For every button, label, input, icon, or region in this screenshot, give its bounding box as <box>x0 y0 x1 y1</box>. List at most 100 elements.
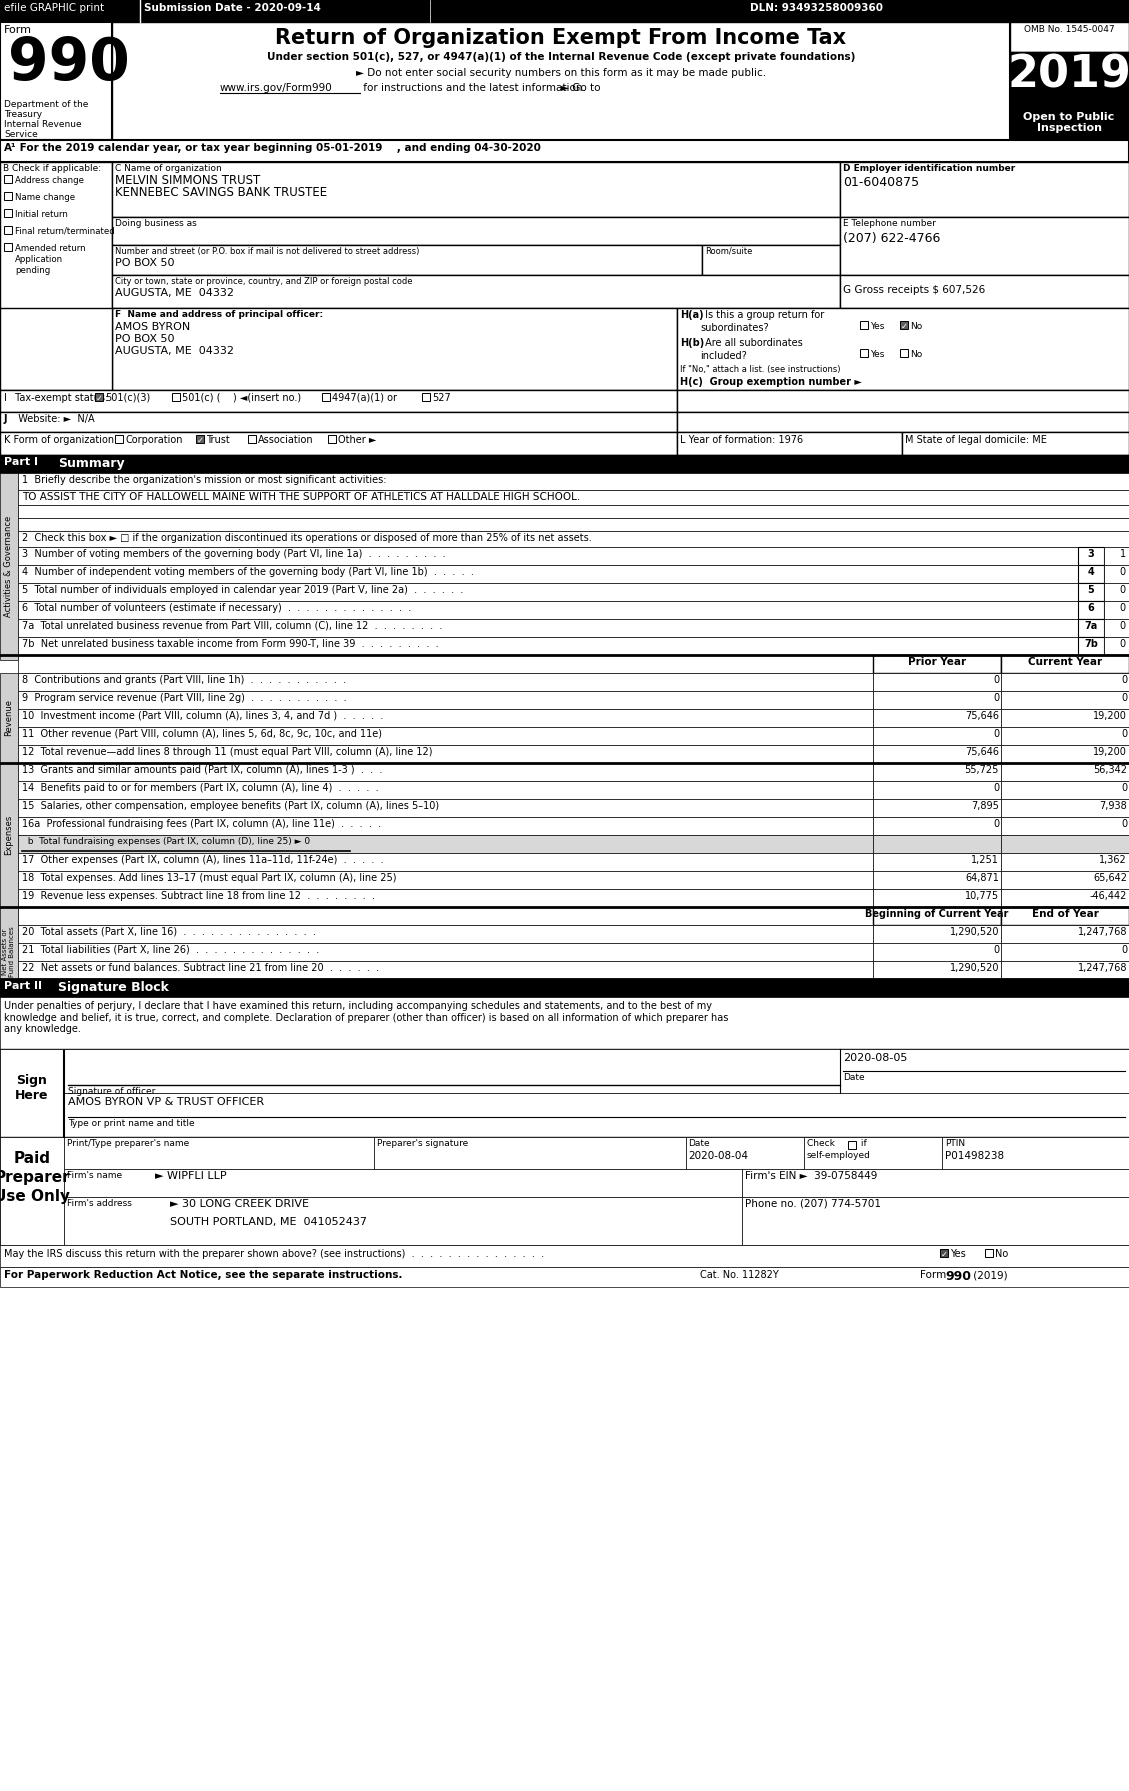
Bar <box>1001 835 1129 853</box>
Text: K Form of organization:: K Form of organization: <box>5 435 117 444</box>
Bar <box>1104 620 1129 638</box>
Bar <box>873 853 1001 870</box>
Text: Date: Date <box>688 1139 710 1148</box>
Text: 990: 990 <box>945 1270 971 1282</box>
Text: Part I: Part I <box>5 457 38 467</box>
Bar <box>18 853 873 870</box>
Text: 1,290,520: 1,290,520 <box>949 928 999 937</box>
Bar <box>0 1050 64 1137</box>
Text: Firm's EIN ►  39-0758449: Firm's EIN ► 39-0758449 <box>745 1171 877 1180</box>
Text: Website: ►  N/A: Website: ► N/A <box>12 414 95 424</box>
Text: 55,725: 55,725 <box>964 765 999 776</box>
Text: Yes: Yes <box>870 322 884 331</box>
Text: 3: 3 <box>1087 550 1094 559</box>
Text: 1  Briefly describe the organization's mission or most significant activities:: 1 Briefly describe the organization's mi… <box>21 475 386 485</box>
Text: Yes: Yes <box>870 349 884 358</box>
Text: No: No <box>995 1248 1008 1259</box>
Text: Activities & Governance: Activities & Governance <box>5 516 14 616</box>
Text: H(a): H(a) <box>680 310 703 321</box>
Text: ✓: ✓ <box>901 322 908 331</box>
Bar <box>0 308 112 390</box>
Text: 18  Total expenses. Add lines 13–17 (must equal Part IX, column (A), line 25): 18 Total expenses. Add lines 13–17 (must… <box>21 872 396 883</box>
Text: 0: 0 <box>1120 621 1126 630</box>
Text: Internal Revenue: Internal Revenue <box>5 120 81 129</box>
Bar <box>18 518 1129 530</box>
Text: Sign
Here: Sign Here <box>16 1075 49 1101</box>
Text: Is this a group return for: Is this a group return for <box>702 310 824 321</box>
Bar <box>18 906 873 924</box>
Text: subordinates?: subordinates? <box>700 322 769 333</box>
Text: Form: Form <box>920 1270 949 1281</box>
Bar <box>5 226 12 235</box>
Text: pending: pending <box>15 267 51 276</box>
Text: AMOS BYRON VP & TRUST OFFICER: AMOS BYRON VP & TRUST OFFICER <box>68 1098 264 1107</box>
Text: A¹: A¹ <box>5 143 17 152</box>
Bar <box>18 691 873 709</box>
Bar <box>422 392 430 401</box>
Text: 7a: 7a <box>1084 621 1097 630</box>
Text: Firm's address: Firm's address <box>67 1198 132 1207</box>
Text: 1,247,768: 1,247,768 <box>1077 964 1127 973</box>
Text: included?: included? <box>700 351 746 362</box>
Text: 7b  Net unrelated business taxable income from Form 990-T, line 39  .  .  .  .  : 7b Net unrelated business taxable income… <box>21 639 439 648</box>
Bar <box>1001 906 1129 924</box>
Bar <box>940 1248 948 1257</box>
Bar <box>329 435 336 442</box>
Text: 64,871: 64,871 <box>965 872 999 883</box>
Text: 990: 990 <box>8 36 130 91</box>
Bar <box>873 673 1001 691</box>
Bar <box>0 1050 1129 1137</box>
Text: TO ASSIST THE CITY OF HALLOWELL MAINE WITH THE SUPPORT OF ATHLETICS AT HALLDALE : TO ASSIST THE CITY OF HALLOWELL MAINE WI… <box>21 493 580 501</box>
Text: Return of Organization Exempt From Income Tax: Return of Organization Exempt From Incom… <box>275 29 847 48</box>
Text: Open to Public: Open to Public <box>1023 113 1114 122</box>
Text: 0: 0 <box>1121 693 1127 704</box>
Bar <box>5 244 12 251</box>
Text: 2  Check this box ► □ if the organization discontinued its operations or dispose: 2 Check this box ► □ if the organization… <box>21 534 592 543</box>
Text: 19,200: 19,200 <box>1093 747 1127 758</box>
Bar <box>873 888 1001 906</box>
Text: B Check if applicable:: B Check if applicable: <box>3 165 102 174</box>
Text: 0: 0 <box>992 693 999 704</box>
Bar <box>0 980 1129 998</box>
Text: 0: 0 <box>1121 946 1127 955</box>
Text: 1: 1 <box>1120 550 1126 559</box>
Text: 11  Other revenue (Part VIII, column (A), lines 5, 6d, 8c, 9c, 10c, and 11e): 11 Other revenue (Part VIII, column (A),… <box>21 729 382 740</box>
Text: 8  Contributions and grants (Part VIII, line 1h)  .  .  .  .  .  .  .  .  .  .  : 8 Contributions and grants (Part VIII, l… <box>21 675 347 684</box>
Bar <box>95 392 103 401</box>
Text: Check: Check <box>807 1139 838 1148</box>
Text: Form: Form <box>5 25 32 36</box>
Text: (2019): (2019) <box>970 1270 1007 1281</box>
Text: Corporation: Corporation <box>125 435 183 444</box>
Text: 5  Total number of individuals employed in calendar year 2019 (Part V, line 2a) : 5 Total number of individuals employed i… <box>21 586 463 595</box>
Text: (207) 622-4766: (207) 622-4766 <box>843 233 940 245</box>
Text: 13  Grants and similar amounts paid (Part IX, column (A), lines 1-3 )  .  .  .: 13 Grants and similar amounts paid (Part… <box>21 765 383 776</box>
Bar <box>860 349 868 356</box>
Bar <box>1078 584 1104 602</box>
Text: efile GRAPHIC print: efile GRAPHIC print <box>5 4 104 13</box>
Text: 0: 0 <box>992 818 999 829</box>
Bar <box>873 745 1001 763</box>
Bar <box>840 276 1129 308</box>
Text: 10,775: 10,775 <box>965 890 999 901</box>
Bar <box>0 432 677 455</box>
Bar <box>873 727 1001 745</box>
Bar <box>64 1137 374 1170</box>
Bar <box>1078 620 1104 638</box>
Text: Paid: Paid <box>14 1152 51 1166</box>
Bar <box>873 962 1001 980</box>
Bar <box>18 505 1129 518</box>
Text: Submission Date - 2020-09-14: Submission Date - 2020-09-14 <box>145 4 321 13</box>
Text: 4: 4 <box>1087 568 1094 577</box>
Text: 0: 0 <box>992 729 999 740</box>
Text: -46,442: -46,442 <box>1089 890 1127 901</box>
Bar <box>1104 546 1129 564</box>
Bar <box>18 673 873 691</box>
Text: 01-6040875: 01-6040875 <box>843 176 919 190</box>
Bar <box>18 924 873 944</box>
Text: www.irs.gov/Form990: www.irs.gov/Form990 <box>220 82 333 93</box>
Text: b  Total fundraising expenses (Part IX, column (D), line 25) ► 0: b Total fundraising expenses (Part IX, c… <box>21 836 310 845</box>
Bar <box>1001 745 1129 763</box>
Text: Under section 501(c), 527, or 4947(a)(1) of the Internal Revenue Code (except pr: Under section 501(c), 527, or 4947(a)(1)… <box>266 52 855 63</box>
Bar <box>1001 727 1129 745</box>
Bar <box>742 1170 1129 1196</box>
